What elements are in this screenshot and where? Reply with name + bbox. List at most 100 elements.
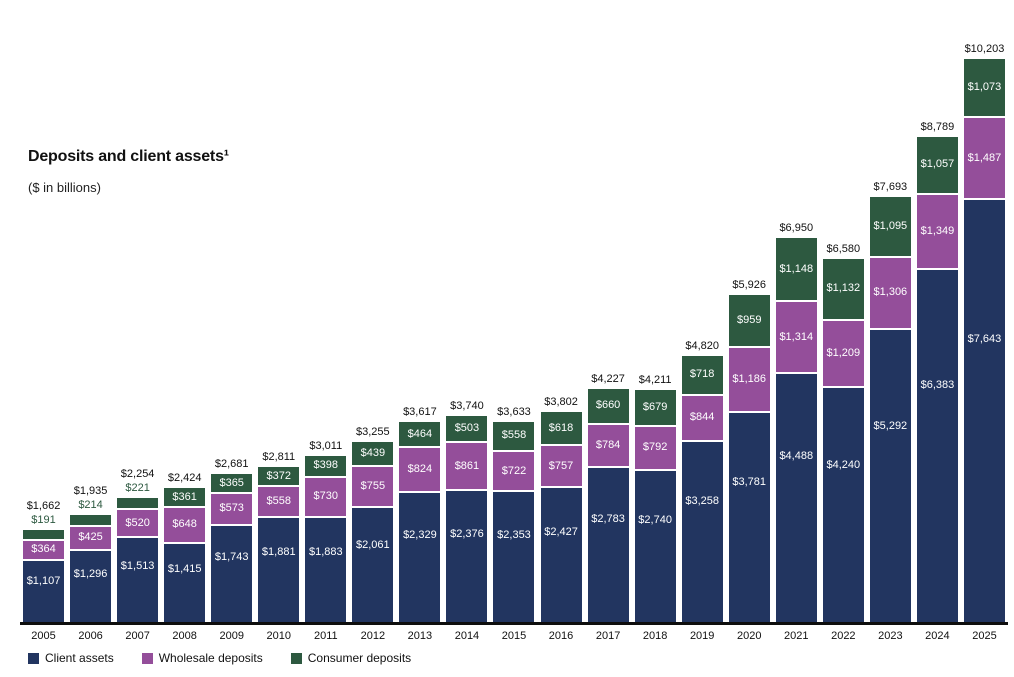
bar-column-2022: $6,580 $1,132 $1,209 $4,240 (820, 0, 867, 622)
consumer-deposits-segment: $660 (587, 388, 629, 426)
bar-top-labels: $3,617 (381, 405, 459, 422)
client-assets-segment: $2,353 (493, 492, 535, 623)
year-label-2017: 2017 (595, 630, 621, 642)
wholesale-deposits-segment: $1,209 (822, 321, 864, 388)
stacked-bar-2016: $3,802 $618 $757 $2,427 (540, 396, 582, 622)
total-value-label: $4,227 (591, 372, 625, 385)
segment-value: $1,314 (779, 330, 814, 343)
segment-value: $1,743 (214, 550, 249, 563)
total-value-label: $2,811 (262, 450, 296, 463)
total-value-label: $6,580 (826, 242, 861, 255)
consumer-deposits-value-label: $214 (78, 499, 103, 512)
consumer-deposits-segment: $618 (540, 412, 582, 447)
bar-top-labels: $2,254 $221 (99, 467, 177, 498)
segment-value: $1,349 (920, 224, 955, 237)
bar-column-2012: $3,255 $439 $755 $2,061 (349, 0, 396, 622)
segment-value: $398 (313, 459, 339, 472)
stacked-bar-2006: $1,935 $214 $425 $1,296 (70, 485, 112, 622)
total-value-label: $8,789 (920, 120, 955, 133)
segment-value: $660 (595, 399, 621, 412)
stacked-bar-2008: $2,424 $361 $648 $1,415 (164, 472, 206, 622)
legend: Client assets Wholesale deposits Consume… (28, 651, 439, 665)
x-axis-labels: 2005 2006 2007 2008 2009 2010 2011 2012 2013 2014… (20, 630, 1008, 642)
bar-column-2017: $4,227 $660 $784 $2,783 (585, 0, 632, 622)
total-value-label: $10,203 (964, 42, 1005, 55)
segment-value: $1,148 (779, 262, 814, 275)
bar-top-labels: $1,662 $191 (5, 499, 83, 530)
total-value-label: $3,011 (309, 439, 343, 452)
bar-top-labels: $8,789 (898, 120, 976, 137)
year-label-2012: 2012 (360, 630, 386, 642)
consumer-deposits-segment: $1,095 (869, 197, 911, 258)
client-assets-segment: $1,107 (23, 560, 65, 622)
bar-top-labels: $5,926 (710, 278, 788, 295)
bar-top-labels: $6,950 (757, 221, 835, 238)
stacked-bar-2012: $3,255 $439 $755 $2,061 (352, 426, 394, 622)
stacked-bar-2007: $2,254 $221 $520 $1,513 (117, 468, 159, 622)
client-assets-swatch (28, 652, 39, 664)
segment-value: $730 (313, 490, 339, 503)
stacked-bar-2024: $8,789 $1,057 $1,349 $6,383 (916, 121, 958, 622)
segment-value: $648 (172, 518, 197, 531)
segment-value: $757 (548, 459, 574, 472)
bar-column-2025: $10,203 $1,073 $1,487 $7,643 (961, 0, 1008, 622)
stacked-bar-2025: $10,203 $1,073 $1,487 $7,643 (963, 43, 1005, 622)
legend-label: Wholesale deposits (158, 651, 263, 665)
segment-value: $2,353 (497, 528, 531, 541)
bar-top-labels: $3,633 (475, 405, 553, 422)
segment-value: $1,883 (308, 545, 343, 558)
bar-column-2013: $3,617 $464 $824 $2,329 (396, 0, 443, 622)
wholesale-deposits-segment: $1,314 (775, 301, 817, 375)
wholesale-deposits-segment: $844 (681, 395, 723, 443)
segment-value: $361 (172, 490, 197, 503)
bar-top-labels: $6,580 (804, 242, 882, 259)
segment-value: $679 (642, 400, 668, 413)
stacked-bar-2017: $4,227 $660 $784 $2,783 (587, 373, 629, 622)
client-assets-segment: $2,783 (587, 468, 629, 622)
segment-value: $558 (501, 429, 527, 442)
segment-value: $372 (266, 469, 291, 482)
year-label-2013: 2013 (407, 630, 433, 642)
segment-value: $2,329 (403, 529, 437, 542)
consumer-deposits-segment (117, 497, 159, 510)
segment-value: $2,376 (450, 527, 484, 540)
total-value-label: $6,950 (779, 222, 814, 235)
segment-value: $464 (407, 427, 433, 440)
total-value-label: $4,211 (638, 373, 672, 386)
consumer-deposits-segment: $959 (728, 294, 770, 348)
consumer-deposits-segment: $439 (352, 442, 394, 467)
consumer-deposits-segment: $1,073 (963, 58, 1005, 118)
bar-top-labels: $3,802 (522, 395, 600, 412)
chart-title: Deposits and client assets¹ (28, 148, 229, 165)
client-assets-segment: $3,258 (681, 442, 723, 622)
total-value-label: $3,255 (356, 426, 390, 439)
wholesale-deposits-segment: $1,349 (916, 195, 958, 270)
bar-column-2023: $7,693 $1,095 $1,306 $5,292 (867, 0, 914, 622)
segment-value: $1,296 (73, 567, 108, 580)
segment-value: $1,209 (826, 347, 861, 360)
segment-value: $1,057 (920, 158, 955, 171)
total-value-label: $3,633 (497, 405, 531, 418)
segment-value: $844 (689, 411, 715, 424)
segment-value: $618 (548, 421, 574, 434)
segment-value: $1,415 (167, 563, 202, 576)
bar-column-2011: $3,011 $398 $730 $1,883 (302, 0, 349, 622)
stacked-bar-2021: $6,950 $1,148 $1,314 $4,488 (775, 222, 817, 622)
segment-value: $503 (454, 422, 480, 434)
consumer-deposits-segment: $464 (399, 422, 441, 448)
consumer-deposits-value-label: $191 (31, 514, 56, 527)
client-assets-segment: $1,743 (211, 525, 253, 622)
legend-label: Client assets (45, 651, 114, 665)
wholesale-deposits-segment: $1,487 (963, 118, 1005, 201)
year-label-2009: 2009 (219, 630, 244, 642)
bar-column-2010: $2,811 $372 $558 $1,881 (255, 0, 302, 622)
wholesale-deposits-segment: $648 (164, 508, 206, 544)
wholesale-deposits-segment: $730 (305, 477, 347, 519)
year-label-2016: 2016 (548, 630, 574, 642)
year-label-2022: 2022 (831, 630, 856, 642)
client-assets-segment: $2,740 (634, 470, 676, 622)
year-label-2021: 2021 (784, 630, 809, 642)
bar-top-labels: $3,011 (287, 439, 365, 456)
consumer-deposits-value-label: $221 (125, 481, 150, 494)
wholesale-deposits-segment: $861 (446, 443, 488, 491)
